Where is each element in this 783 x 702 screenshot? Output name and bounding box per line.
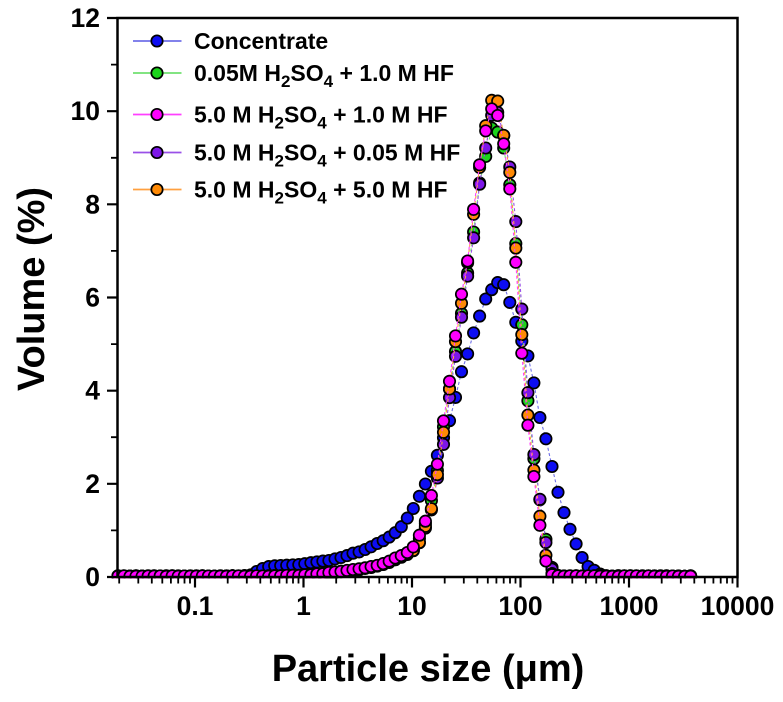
svg-text:10: 10 xyxy=(397,591,426,621)
svg-text:5.0 M H2SO4 + 1.0 M HF: 5.0 M H2SO4 + 1.0 M HF xyxy=(194,102,448,133)
svg-text:0.1: 0.1 xyxy=(177,591,214,621)
svg-text:0.05M H2SO4 + 1.0 M HF: 0.05M H2SO4 + 1.0 M HF xyxy=(194,60,454,91)
svg-text:6: 6 xyxy=(85,283,100,313)
svg-text:8: 8 xyxy=(85,189,100,219)
svg-text:Concentrate: Concentrate xyxy=(194,28,328,54)
svg-text:Particle size (μm): Particle size (μm) xyxy=(272,648,585,690)
svg-text:5.0 M H2SO4 + 0.05 M HF: 5.0 M H2SO4 + 0.05 M HF xyxy=(194,140,460,171)
svg-text:12: 12 xyxy=(71,3,100,33)
svg-text:10000: 10000 xyxy=(701,591,775,621)
svg-text:10: 10 xyxy=(71,96,100,126)
svg-text:100: 100 xyxy=(498,591,542,621)
svg-text:5.0 M H2SO4 + 5.0 M HF: 5.0 M H2SO4 + 5.0 M HF xyxy=(194,177,448,208)
svg-text:1: 1 xyxy=(296,591,311,621)
svg-text:Volume (%): Volume (%) xyxy=(11,187,53,391)
svg-text:4: 4 xyxy=(85,376,100,406)
svg-text:2: 2 xyxy=(85,469,100,499)
svg-text:1000: 1000 xyxy=(600,591,659,621)
svg-text:0: 0 xyxy=(85,562,100,592)
